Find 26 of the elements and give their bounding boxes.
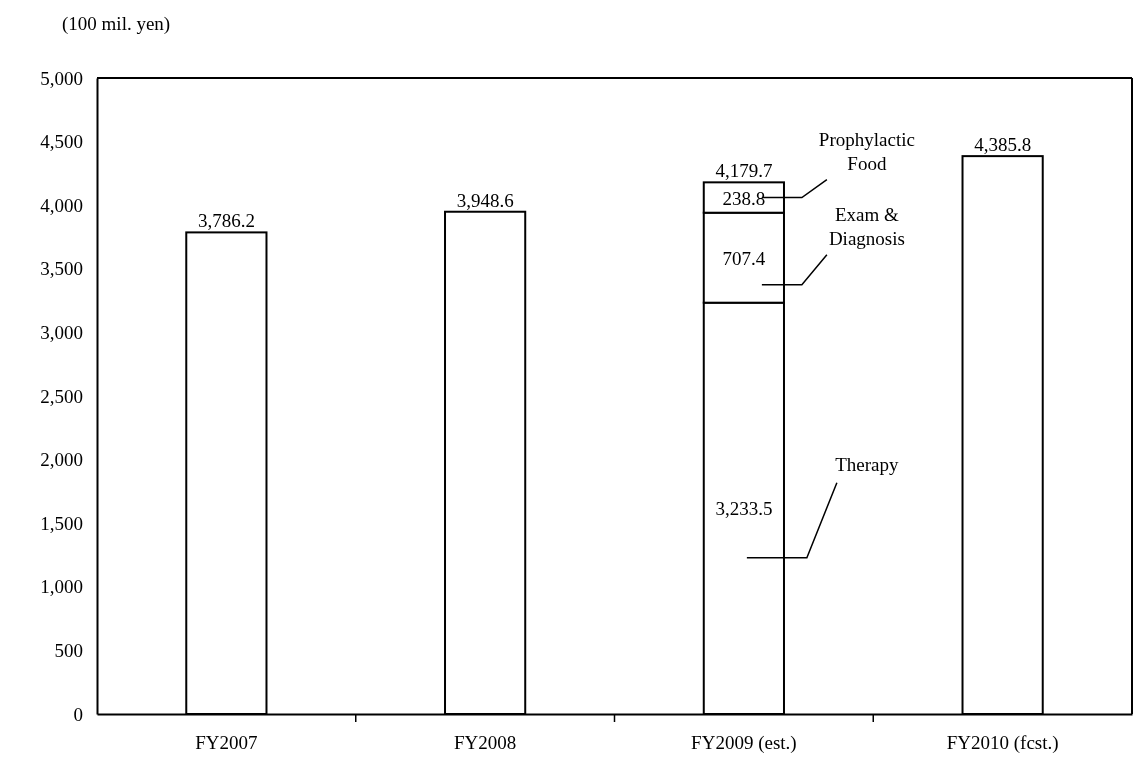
y-tick-label: 3,000 [40,321,83,343]
total-label: 3,786.2 [197,210,255,232]
y-tick-label: 2,500 [40,385,83,407]
data-label: 707.4 [722,247,766,269]
data-label: 238.8 [722,187,766,209]
y-tick-label: 1,500 [40,512,83,534]
y-tick-label: 2,000 [40,449,83,471]
y-tick-label: 500 [54,639,83,661]
y-tick-label: 4,000 [40,194,83,216]
data-label: 3,233.5 [715,498,773,520]
y-tick-label: 1,000 [40,576,83,598]
y-tick-label: 3,500 [40,258,83,280]
y-tick-label: 4,500 [40,131,83,153]
annotation: Exam & Diagnosis [828,203,905,249]
x-tick-label: FY2009 (est.) [691,732,797,755]
y-tick-label: 5,000 [40,67,83,89]
x-tick-label: FY2008 [453,732,517,754]
annotation: Therapy [835,453,900,475]
total-label: 3,948.6 [456,189,514,211]
total-label: 4,179.7 [715,160,773,182]
y-axis-title: (100 mil. yen) [62,13,171,35]
annotation: Prophylactic Food [818,128,915,174]
total-label: 4,385.8 [974,134,1032,156]
x-tick-label: FY2007 [195,732,258,754]
y-tick-label: 0 [73,703,83,725]
x-tick-label: FY2010 (fcst.) [946,732,1059,755]
